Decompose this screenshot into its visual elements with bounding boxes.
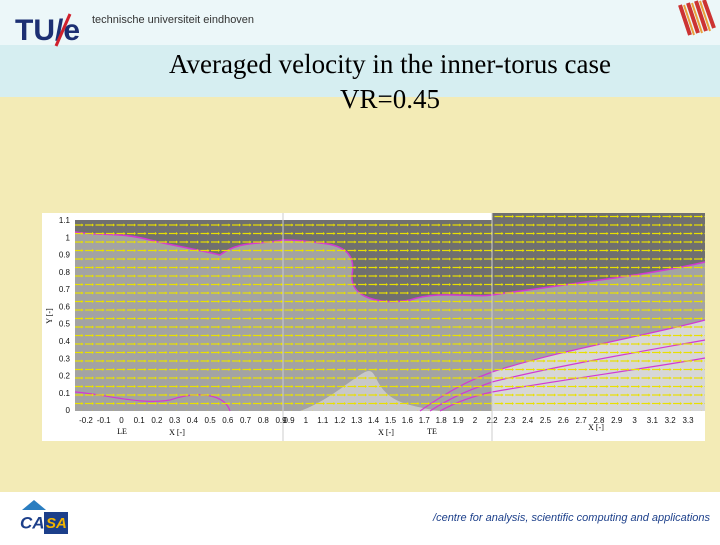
x-tick-label: 0.5: [205, 416, 217, 425]
y-tick-label: 0.4: [59, 337, 71, 346]
panel-1-plot: [74, 220, 284, 412]
x-tick-label: 3.3: [682, 416, 694, 425]
x-tick-label: 0.6: [222, 416, 234, 425]
x-tick-label: 2.9: [611, 416, 623, 425]
x-tick-label: 1.4: [368, 416, 380, 425]
x-tick-label: 2.8: [593, 416, 605, 425]
x-tick-label: 0.2: [151, 416, 163, 425]
panel-2-plot: [282, 220, 493, 412]
y-tick-label: 0.3: [59, 354, 71, 363]
x-axis-label: X [-]: [588, 423, 604, 432]
footer-text: /centre for analysis, scientific computi…: [432, 512, 710, 524]
footer-logo: CA SA: [20, 500, 68, 534]
logo: TU/e: [15, 14, 80, 47]
x-tick-label: 1.1: [317, 416, 329, 425]
x-tick-label: 0.9: [275, 416, 287, 425]
x-tick-label: 1: [304, 416, 309, 425]
y-tick-label: 1: [66, 233, 71, 242]
x-tick-label: 0.9: [283, 416, 295, 425]
marker-label: LE: [117, 427, 127, 436]
x-tick-label: 2: [473, 416, 478, 425]
x-tick-label: 3.1: [647, 416, 659, 425]
x-tick-label: 2.7: [576, 416, 588, 425]
y-tick-label: 0: [66, 406, 71, 415]
x-tick-label: -0.1: [97, 416, 111, 425]
x-tick-label: -0.2: [79, 416, 93, 425]
y-axis-label: Y [-]: [45, 308, 54, 324]
x-tick-label: 0.7: [240, 416, 252, 425]
logo-text: SA: [46, 515, 67, 532]
y-tick-label: 0.2: [59, 372, 71, 381]
marker-label: TE: [427, 427, 437, 436]
x-tick-label: 1.3: [351, 416, 363, 425]
y-tick-label: 1.1: [59, 216, 71, 225]
y-tick-label: 0.7: [59, 285, 71, 294]
x-tick-label: 0: [119, 416, 124, 425]
x-tick-label: 3: [632, 416, 637, 425]
x-tick-label: 1.8: [436, 416, 448, 425]
y-tick-label: 0.6: [59, 302, 71, 311]
title-line: VR=0.45: [340, 84, 440, 114]
x-tick-label: 2.4: [522, 416, 534, 425]
y-tick-label: 0.8: [59, 268, 71, 277]
x-tick-label: 1.2: [334, 416, 346, 425]
x-tick-label: 1.5: [385, 416, 397, 425]
logo-slash: [54, 13, 72, 47]
x-tick-label: 1.9: [453, 416, 465, 425]
y-tick-label: 0.9: [59, 251, 71, 260]
panel-3-plot: [491, 213, 706, 411]
x-tick-label: 3.2: [665, 416, 677, 425]
x-tick-label: 0.1: [134, 416, 146, 425]
title-line: Averaged velocity in the inner-torus cas…: [169, 49, 611, 79]
tick-labels: 1.1 1 0.9 0.8 0.7 0.6 0.5 0.4 0.3 0.2 0.1 0 -0.2 -0.1…: [59, 216, 694, 425]
x-tick-label: 2.6: [558, 416, 570, 425]
x-axis-label: X [-]: [169, 428, 185, 437]
logo-text: CA: [20, 513, 45, 532]
y-tick-label: 0.1: [59, 389, 71, 398]
x-tick-label: 1.7: [419, 416, 431, 425]
x-tick-label: 2.3: [504, 416, 516, 425]
x-tick-label: 2.2: [486, 416, 498, 425]
y-tick-label: 0.5: [59, 320, 71, 329]
x-tick-label: 1.6: [402, 416, 414, 425]
x-tick-label: 0.3: [169, 416, 181, 425]
x-tick-label: 2.5: [540, 416, 552, 425]
header-top: [0, 0, 720, 45]
x-tick-label: 0.8: [258, 416, 270, 425]
x-tick-label: 0.4: [187, 416, 199, 425]
corner-logo: [678, 0, 716, 36]
x-axis-label: X [-]: [378, 428, 394, 437]
footer-band: [0, 492, 720, 540]
university: technische universiteit eindhoven: [92, 14, 254, 26]
